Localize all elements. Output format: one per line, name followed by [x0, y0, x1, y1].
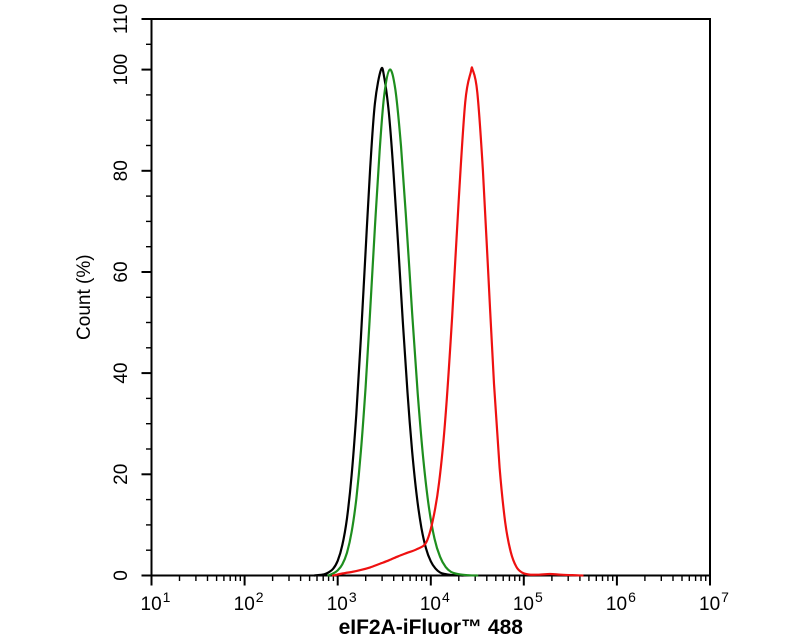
x-tick-label: 104: [420, 589, 450, 615]
x-tick-label: 103: [327, 589, 357, 615]
x-axis-title: eIF2A-iFluor™ 488: [339, 616, 524, 639]
curve-green-curve: [327, 68, 479, 577]
y-tick-label: 60: [111, 261, 132, 282]
curve-black-curve: [313, 66, 465, 577]
x-tick-label: 105: [513, 589, 543, 615]
curve-red-curve: [331, 66, 584, 577]
y-tick-label: 80: [111, 160, 132, 181]
x-tick-exponent: 2: [256, 589, 264, 605]
x-tick-exponent: 5: [535, 589, 543, 605]
y-tick-label: 0: [111, 570, 132, 581]
x-tick-label: 101: [141, 589, 171, 615]
y-tick-label: 40: [111, 363, 132, 384]
y-axis-title: Count (%): [74, 254, 95, 340]
x-tick-label: 107: [699, 589, 729, 615]
y-tick-label: 110: [111, 4, 132, 34]
plot-border: [150, 18, 711, 577]
x-tick-label: 106: [606, 589, 636, 615]
x-axis: 101 102 103 104 105 106 107: [141, 576, 729, 615]
x-tick-exponent: 1: [163, 589, 171, 605]
curves-layer: [313, 66, 584, 577]
y-tick-label: 20: [111, 464, 132, 485]
x-tick-exponent: 7: [721, 589, 729, 605]
x-tick-label: 102: [234, 589, 264, 615]
y-tick-label: 100: [111, 54, 132, 86]
x-tick-exponent: 6: [628, 589, 636, 605]
y-axis: 0 20 40 60 80 100 110: [111, 4, 151, 581]
x-tick-exponent: 4: [442, 589, 450, 605]
x-tick-exponent: 3: [349, 589, 357, 605]
